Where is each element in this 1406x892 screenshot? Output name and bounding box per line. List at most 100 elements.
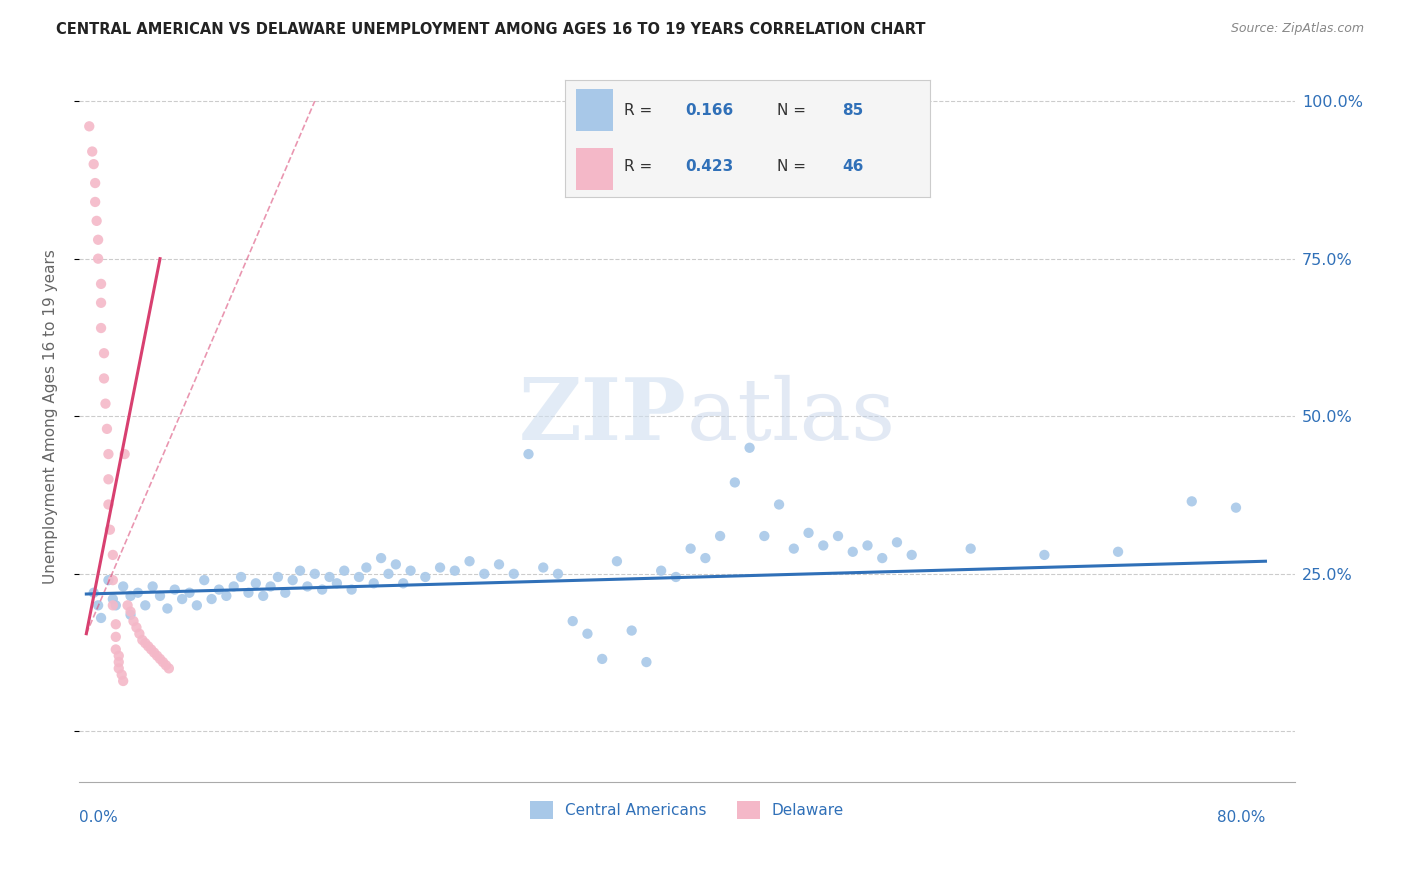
Legend: Central Americans, Delaware: Central Americans, Delaware (523, 795, 851, 825)
Point (149, 652, 172, 666)
Y-axis label: Unemployment Among Ages 16 to 19 years: Unemployment Among Ages 16 to 19 years (44, 249, 58, 583)
Point (104, 617, 127, 632)
Point (856, 539, 879, 553)
Point (134, 636, 156, 650)
Point (900, 548, 922, 562)
Text: ZIP: ZIP (519, 375, 688, 458)
Point (104, 630, 127, 644)
Point (101, 599, 124, 613)
Point (870, 551, 893, 566)
Point (813, 539, 835, 553)
Point (97, 498, 120, 512)
Point (827, 529, 849, 543)
Point (87, 233, 110, 247)
Point (90, 277, 112, 291)
Point (157, 661, 180, 675)
Point (1181, 494, 1204, 508)
Point (502, 566, 524, 581)
Point (768, 498, 790, 512)
Point (229, 570, 252, 584)
Point (155, 658, 177, 673)
Point (636, 655, 658, 669)
Point (1225, 500, 1247, 515)
Point (576, 626, 599, 640)
Text: 80.0%: 80.0% (1218, 810, 1265, 825)
Point (304, 566, 326, 581)
Text: 0.0%: 0.0% (79, 810, 118, 825)
Point (120, 589, 142, 603)
Point (111, 667, 134, 681)
Point (488, 558, 510, 572)
Point (90, 321, 112, 335)
Point (281, 573, 304, 587)
Point (842, 545, 865, 559)
Point (340, 582, 363, 597)
Point (134, 599, 156, 613)
Point (136, 640, 159, 654)
Point (326, 576, 349, 591)
Point (172, 592, 194, 607)
Point (101, 573, 124, 587)
Point (163, 582, 186, 597)
Point (94, 397, 117, 411)
Point (238, 586, 260, 600)
Point (93, 346, 115, 360)
Point (274, 586, 297, 600)
Point (152, 655, 174, 669)
Point (201, 592, 224, 607)
Point (267, 570, 290, 584)
Point (104, 642, 127, 657)
Point (87, 599, 110, 613)
Point (679, 541, 702, 556)
Point (215, 589, 238, 603)
Point (141, 642, 163, 657)
Point (797, 525, 820, 540)
Point (107, 661, 129, 675)
Point (738, 441, 761, 455)
Point (84, 194, 107, 209)
Point (606, 554, 628, 568)
Point (886, 535, 908, 549)
Point (311, 582, 333, 597)
Point (333, 564, 356, 578)
Point (83, 157, 105, 171)
Point (86, 214, 108, 228)
Point (77, 120, 100, 134)
Point (245, 576, 267, 591)
Point (90, 611, 112, 625)
Text: atlas: atlas (688, 375, 896, 458)
Point (356, 560, 378, 574)
Point (87, 252, 110, 266)
Text: Source: ZipAtlas.com: Source: ZipAtlas.com (1230, 22, 1364, 36)
Point (131, 633, 153, 648)
Point (531, 560, 554, 574)
Point (347, 570, 370, 584)
Point (591, 652, 613, 666)
Point (117, 599, 139, 613)
Point (120, 607, 142, 622)
Point (93, 371, 115, 385)
Point (142, 579, 165, 593)
Point (443, 564, 465, 578)
Point (107, 648, 129, 663)
Point (959, 541, 981, 556)
Point (429, 560, 451, 574)
Point (620, 624, 643, 638)
Point (665, 570, 688, 584)
Point (156, 601, 179, 615)
Point (561, 614, 583, 628)
Point (107, 655, 129, 669)
Point (82, 145, 104, 159)
Point (98, 523, 121, 537)
Point (97, 573, 120, 587)
Point (84, 176, 107, 190)
Point (120, 605, 142, 619)
Point (186, 599, 208, 613)
Point (83, 586, 105, 600)
Point (112, 673, 135, 688)
Point (222, 579, 245, 593)
Point (783, 541, 806, 556)
Point (146, 648, 169, 663)
Point (259, 579, 281, 593)
Point (458, 554, 481, 568)
